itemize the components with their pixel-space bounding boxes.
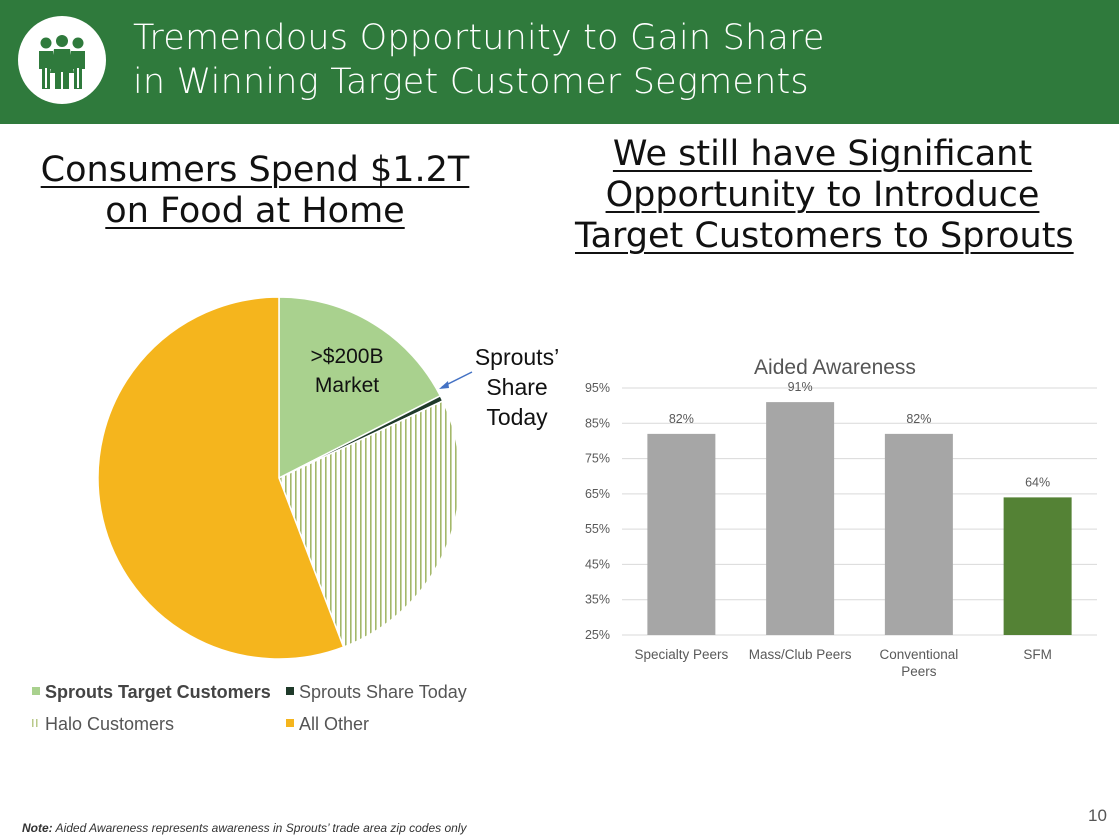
x-tick-label: Peers [901, 664, 937, 679]
title-line: in Winning Target Customer Segments [133, 62, 809, 102]
heading-line: Target Customers to Sprouts [575, 216, 1074, 256]
legend-swatch [32, 719, 40, 728]
y-tick-label: 45% [585, 557, 610, 571]
y-tick-label: 75% [585, 452, 610, 466]
pie-label-share: Sprouts’ Share Today [461, 342, 573, 432]
heading-line: on Food at Home [105, 191, 405, 231]
pie-slice-halo-customers [278, 399, 461, 649]
label-line: Sprouts’ [474, 344, 560, 370]
x-tick-label: Specialty Peers [634, 647, 728, 662]
label-line: Share [486, 374, 548, 400]
people-group-icon [39, 35, 85, 89]
bar-chart-title: Aided Awareness [754, 356, 916, 379]
y-tick-label: 25% [585, 628, 610, 642]
data-label: 91% [788, 380, 813, 394]
x-tick-label: Mass/Club Peers [749, 647, 852, 662]
y-tick-label: 95% [585, 381, 610, 395]
data-label: 82% [906, 412, 931, 426]
bar-specialty-peers [647, 433, 716, 635]
heading-line: Consumers Spend $1.2T [40, 150, 470, 190]
heading-line: Opportunity to Introduce [605, 175, 1040, 215]
y-tick-label: 65% [585, 487, 610, 501]
label-line: Market [314, 374, 380, 397]
bar-conventional-peers [884, 433, 953, 635]
legend-item: Sprouts Share Today [286, 682, 467, 703]
y-tick-label: 85% [585, 416, 610, 430]
footnote-text: Aided Awareness represents awareness in … [52, 821, 467, 835]
legend-item: Sprouts Target Customers [32, 682, 271, 703]
legend-label: Halo Customers [45, 714, 175, 734]
heading-line: We still have Significant [612, 134, 1033, 174]
legend-label: All Other [299, 714, 370, 734]
y-tick-label: 35% [585, 593, 610, 607]
legend-label: Sprouts Target Customers [45, 682, 271, 702]
x-tick-label: Conventional [879, 647, 958, 662]
bar-sfm [1003, 497, 1072, 635]
data-label: 64% [1025, 475, 1050, 489]
legend-swatch [286, 719, 294, 728]
legend-label: Sprouts Share Today [299, 682, 467, 702]
legend-item: Halo Customers [32, 714, 174, 735]
pie-label-market: >$200B Market [288, 342, 406, 400]
footnote: Note: Aided Awareness represents awarene… [22, 821, 466, 835]
page-number: 10 [1088, 806, 1107, 825]
title-banner: Tremendous Opportunity to Gain Share in … [0, 0, 1119, 124]
right-heading: We still have Significant Opportunity to… [575, 134, 1074, 257]
left-heading: Consumers Spend $1.2T on Food at Home [30, 150, 480, 232]
legend-item: All Other [286, 714, 369, 735]
label-line: Today [486, 404, 548, 430]
pie-slice-sprouts-share-today [278, 394, 444, 479]
data-label: 82% [669, 412, 694, 426]
y-tick-label: 55% [585, 522, 610, 536]
logo-badge [18, 16, 106, 104]
legend-swatch [286, 687, 294, 696]
legend-swatch [32, 687, 40, 696]
page-title: Tremendous Opportunity to Gain Share in … [133, 16, 825, 104]
label-line: >$200B [310, 345, 384, 368]
x-tick-label: SFM [1023, 647, 1052, 662]
title-line: Tremendous Opportunity to Gain Share [133, 18, 825, 58]
footnote-label: Note: [22, 821, 53, 835]
arrow-head-icon [439, 381, 449, 389]
bar-mass-club-peers [766, 402, 835, 635]
